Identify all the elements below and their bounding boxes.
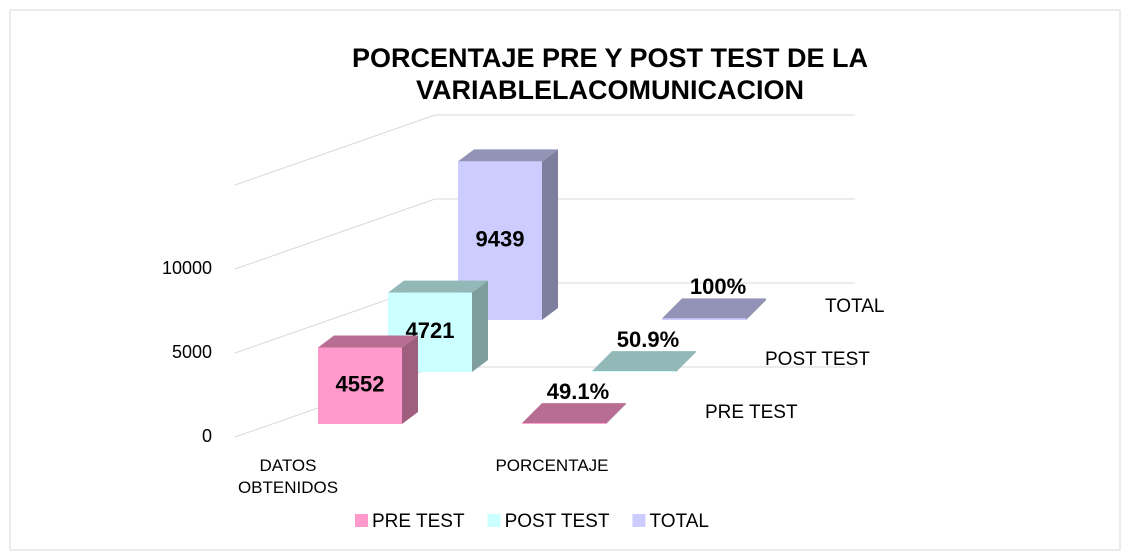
- data-label: 9439: [476, 227, 525, 252]
- data-label: 100%: [690, 274, 746, 299]
- x-tick-label: PORCENTAJE: [495, 456, 609, 475]
- legend-swatch: [355, 514, 368, 527]
- bar-front: [318, 347, 402, 424]
- legend-label: PRE TEST: [372, 511, 465, 532]
- bar-side: [402, 335, 418, 424]
- grid-line: [234, 198, 855, 270]
- bar-front: [458, 161, 542, 320]
- legend-label: POST TEST: [505, 511, 610, 532]
- y-tick-label: 5000: [172, 342, 212, 362]
- bar-side: [746, 298, 766, 320]
- bar-side: [542, 149, 558, 320]
- bar-top: [522, 403, 626, 424]
- x-tick-label: DATOS OBTENIDOS: [237, 456, 339, 497]
- legend-swatch: [487, 514, 501, 527]
- depth-label: POST TEST: [765, 349, 870, 370]
- bar-side: [472, 280, 488, 372]
- data-label: 49.1%: [547, 379, 609, 404]
- bar: [662, 298, 766, 320]
- bar-top: [388, 280, 488, 293]
- y-tick-label: 10000: [162, 258, 212, 278]
- data-label: 4552: [336, 372, 385, 397]
- bar: [458, 149, 558, 320]
- chart-border: [9, 9, 1121, 551]
- bar-top: [592, 351, 696, 372]
- grid-line: [234, 114, 855, 186]
- bar-side: [676, 351, 696, 372]
- chart-title: PORCENTAJE PRE Y POST TEST DE LA VARIABL…: [351, 43, 869, 105]
- bar-side: [606, 403, 626, 424]
- bar-top: [662, 298, 766, 319]
- legend-swatch: [632, 514, 646, 527]
- bar-top: [318, 335, 418, 348]
- bar-front: [662, 318, 746, 320]
- bar-top: [458, 149, 558, 162]
- depth-label: TOTAL: [825, 296, 884, 317]
- bar: [592, 351, 696, 372]
- bar-front: [522, 423, 606, 424]
- bar-front: [592, 371, 676, 372]
- depth-label: PRE TEST: [705, 402, 798, 423]
- data-label: 50.9%: [617, 327, 679, 352]
- legend-label: TOTAL: [649, 511, 708, 532]
- y-tick-label: 0: [202, 426, 212, 446]
- bar: [522, 403, 626, 424]
- bar: [318, 335, 418, 424]
